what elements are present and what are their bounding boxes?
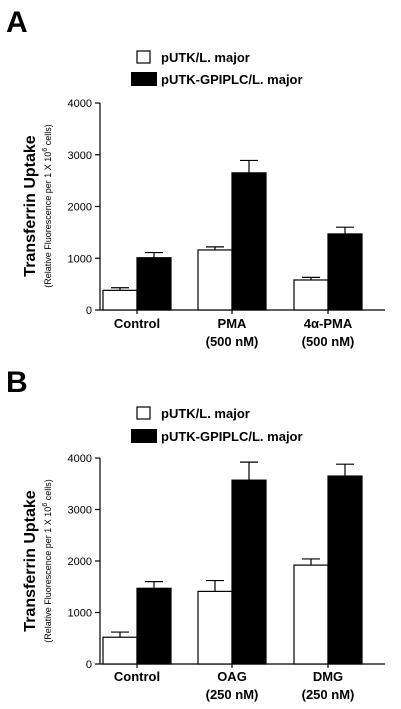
bar — [293, 279, 329, 311]
y-axis-sublabel: (Relative Fluorescence per 1 X 106 cells… — [42, 124, 53, 288]
legend-swatch — [131, 72, 157, 86]
legend-swatch — [136, 50, 151, 64]
category-label: OAG — [217, 669, 247, 684]
category-label: DMG — [313, 669, 343, 684]
panel-letter: B — [6, 366, 28, 399]
y-tick-label: 2000 — [68, 202, 92, 214]
bar — [327, 475, 363, 665]
y-tick-label: 1000 — [68, 608, 92, 620]
category-label: 4α-PMA — [304, 316, 353, 331]
bar — [197, 590, 233, 665]
legend-label: pUTK-GPIPLC/L. major — [161, 72, 303, 87]
y-tick-label: 2000 — [68, 556, 92, 568]
category-label-sub: (250 nM) — [302, 687, 355, 702]
category-label-sub: (500 nM) — [302, 334, 355, 349]
legend-swatch — [136, 406, 151, 420]
bar — [136, 257, 172, 311]
bar — [102, 636, 138, 665]
legend-swatch — [131, 429, 157, 443]
category-label: PMA — [218, 316, 248, 331]
bar — [327, 233, 363, 311]
y-tick-label: 3000 — [68, 505, 92, 517]
bar — [231, 479, 267, 665]
bar — [197, 249, 233, 311]
bar — [102, 289, 138, 311]
y-axis-label: Transferrin Uptake — [22, 135, 39, 276]
y-tick-label: 0 — [86, 305, 92, 317]
legend-label: pUTK/L. major — [161, 50, 250, 65]
legend-label: pUTK/L. major — [161, 406, 250, 421]
y-tick-label: 4000 — [68, 98, 92, 110]
y-axis-sublabel: (Relative Fluorescence per 1 X 106 cells… — [42, 479, 53, 643]
bar — [231, 172, 267, 311]
category-label: Control — [114, 316, 160, 331]
y-tick-label: 1000 — [68, 253, 92, 265]
y-tick-label: 0 — [86, 659, 92, 671]
panel-letter: A — [6, 6, 28, 39]
y-tick-label: 3000 — [68, 150, 92, 162]
bar — [136, 587, 172, 665]
category-label-sub: (250 nM) — [206, 687, 259, 702]
legend-label: pUTK-GPIPLC/L. major — [161, 429, 303, 444]
category-label: Control — [114, 669, 160, 684]
y-tick-label: 4000 — [68, 453, 92, 465]
bar — [293, 564, 329, 665]
y-axis-label: Transferrin Uptake — [22, 490, 39, 631]
category-label-sub: (500 nM) — [206, 334, 259, 349]
